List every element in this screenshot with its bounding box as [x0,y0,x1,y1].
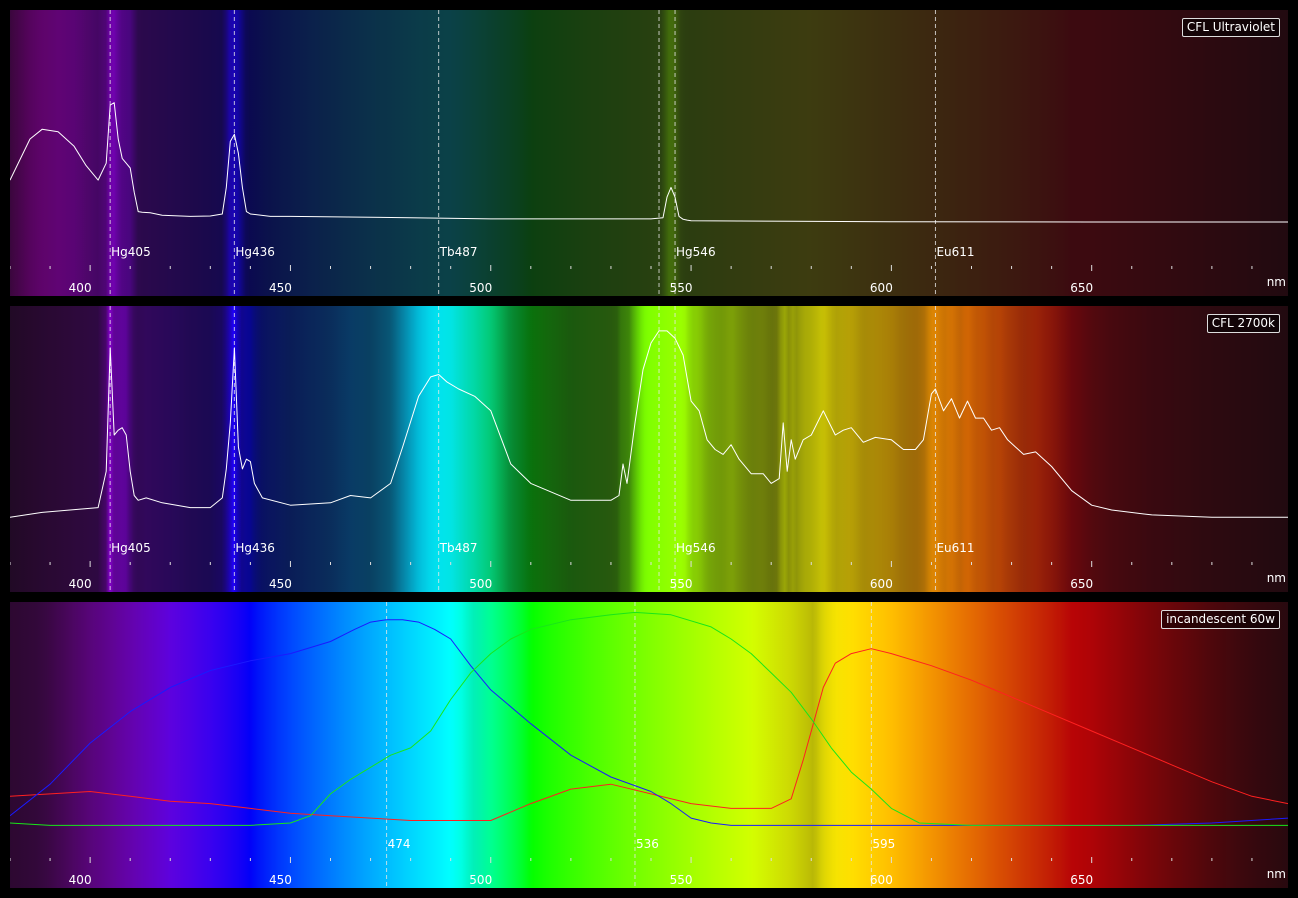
tick-label: 650 [1070,577,1093,591]
x-axis-label: nm [1267,867,1286,881]
tick-label: 550 [670,873,693,887]
series-line [10,611,1288,826]
spectrum-plot: Hg405 Hg436 Tb487 Hg546 Eu611 400 450 500 550 600… [10,306,1288,592]
tick-label: 450 [269,281,292,295]
tick-label: 500 [469,873,492,887]
series-line [10,330,1288,518]
marker-label: Eu611 [936,541,974,555]
x-axis-label: nm [1267,275,1286,289]
spectrum-background [10,602,1288,888]
tick-label: 600 [870,281,893,295]
marker-label: Tb487 [439,245,478,259]
panel-title: incandescent 60w [1161,610,1280,629]
spectrum-background [10,306,1288,592]
series-line [10,102,1288,223]
spectrum-panel-cfl-uv: Hg405 Hg436 Tb487 Hg546 Eu611 400 450 500 550 600… [10,10,1288,296]
marker-label: 595 [872,837,895,851]
series-line [10,648,1288,821]
marker-label: Hg405 [111,245,151,259]
tick-label: 600 [870,873,893,887]
tick-label: 600 [870,577,893,591]
spectrum-panel-cfl-2700k: Hg405 Hg436 Tb487 Hg546 Eu611 400 450 500 550 600… [10,306,1288,592]
marker-label: 474 [388,837,411,851]
spectrum-background [10,10,1288,296]
marker-label: Hg405 [111,541,151,555]
spectrum-plot: Hg405 Hg436 Tb487 Hg546 Eu611 400 450 500 550 600… [10,10,1288,296]
tick-label: 650 [1070,281,1093,295]
marker-label: Eu611 [936,245,974,259]
tick-label: 500 [469,577,492,591]
x-axis-label: nm [1267,571,1286,585]
tick-label: 650 [1070,873,1093,887]
panel-title: CFL Ultraviolet [1181,18,1280,37]
marker-label: Hg436 [235,245,275,259]
tick-label: 550 [670,577,693,591]
marker-label: Hg436 [235,541,275,555]
spectrum-panel-incandescent: 474 536 595 400 450 500 550 600 650 nm incandesce… [10,602,1288,888]
tick-label: 550 [670,281,693,295]
tick-label: 450 [269,873,292,887]
tick-label: 450 [269,577,292,591]
panel-title: CFL 2700k [1206,314,1280,333]
spectrum-plot: 474 536 595 400 450 500 550 600 650 nm [10,602,1288,888]
marker-label: Hg546 [676,541,716,555]
tick-label: 400 [69,873,92,887]
marker-label: 536 [636,837,659,851]
tick-label: 400 [69,577,92,591]
marker-label: Hg546 [676,245,716,259]
marker-label: Tb487 [439,541,478,555]
tick-label: 400 [69,281,92,295]
tick-label: 500 [469,281,492,295]
series-line [10,619,1288,826]
